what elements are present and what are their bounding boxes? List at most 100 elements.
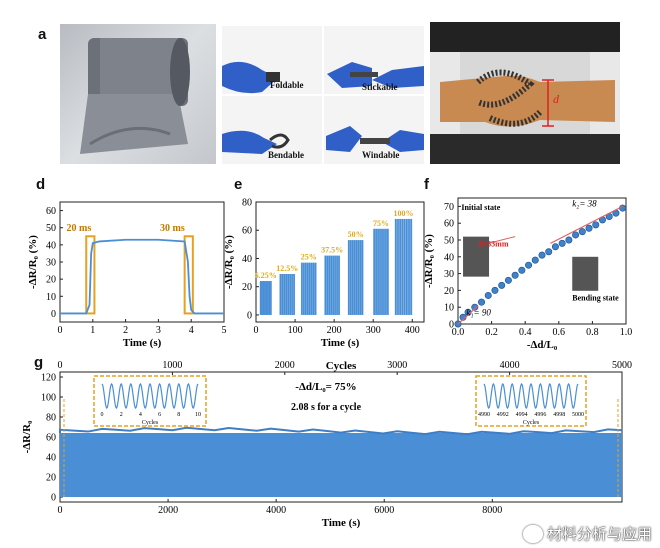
x2-tick-label: 1000 [162,360,182,371]
photo-b-grid: Foldable Stickable Bendable Windable [222,26,424,164]
inset-tick-label: 10 [195,412,201,418]
segment-band [300,262,317,315]
x-axis-label: Time (s) [322,517,361,529]
data-point [531,256,539,264]
x2-tick-label: 4000 [500,360,520,371]
data-point [538,251,546,259]
y-tick-label: 10 [444,303,454,314]
inset-tick-label: 4990 [478,412,490,418]
data-point [484,291,492,299]
inset-first-cycles: 0 2 4 6 8 10 Cycles [93,375,207,427]
y-tick-label: 30 [46,258,56,269]
x2-tick-label: 0 [58,360,63,371]
panel-label-d: d [36,176,46,193]
y-axis-label: -ΔR/R₀ (%) [423,234,435,288]
x-tick-label: 2 [123,325,128,336]
panel-label-e: e [234,176,243,193]
plot-frame [59,201,225,323]
segment-label: 37.5% [321,246,343,255]
fit-line-k2 [550,205,623,244]
y-tick-label: 10 [46,292,56,303]
data-point [545,248,553,256]
annotation-period: 2.08 s for a cycle [291,402,362,413]
x-axis-label: Time (s) [321,337,360,349]
data-point [592,221,600,229]
x-tick-label: 6000 [374,505,394,516]
annotation-d: d=33mm [478,240,509,249]
segment-4 [347,240,364,315]
d-pointer [488,236,516,244]
y-tick-label: 60 [46,206,56,217]
segment-label: 6.25% [255,271,277,280]
fall-time-box [183,235,194,315]
x-tick-label: 0 [58,505,63,516]
segment-label: 50% [348,230,364,239]
annotation-initial-state: Initial state [461,203,500,212]
y-tick-label: 30 [444,269,454,280]
x-tick-label: 0.2 [485,327,498,338]
x2-axis-label: Cycles [326,360,357,372]
annotation-bending-state: Bending state [572,293,619,302]
segment-3 [324,255,340,315]
inset-tick-label: 4998 [553,412,565,418]
y-tick-label: 50 [46,223,56,234]
bending-state-photo [572,256,599,291]
inset-wave [101,382,199,410]
band-top-edge [59,426,623,436]
y-axis-label: -ΔR/R₀ (%) [27,235,39,289]
annotation-rise: 20 ms [67,223,92,234]
y-tick-label: 70 [444,202,454,213]
segment-band [279,274,296,315]
inset-tick-label: 4994 [516,412,528,418]
chart-f: 0.0 0.2 0.4 0.6 0.8 1.0 0 10 20 30 40 50 60 70 -Δd/L₀ -… [423,197,633,351]
segment-2 [300,262,317,315]
x-tick-label: 1 [90,325,95,336]
segment-label: 25% [301,253,317,262]
segment-label: 75% [373,219,389,228]
inset-tick-label: 0 [101,412,104,418]
data-point [518,266,526,274]
inset-tick-label: 6 [158,412,161,418]
y-tick-label: 40 [46,240,56,251]
y-tick-label: 60 [242,226,252,237]
inset-tick-label: 5000 [572,412,584,418]
watermark: 材料分析与应用 [522,523,652,544]
y-tick-label: 40 [444,252,454,263]
label-windable: Windable [362,150,400,160]
plot-frame [457,197,627,325]
y-tick-label: 60 [444,219,454,230]
wechat-icon [522,524,543,543]
response-curve [60,238,224,315]
segment-band [324,255,340,315]
x-tick-label: 0.4 [519,327,532,338]
x-tick-label: 0.0 [452,327,465,338]
label-foldable: Foldable [270,80,304,90]
data-point [478,298,486,306]
x-axis-label: -Δd/L₀ [527,339,558,351]
data-point [572,231,580,239]
data-point [459,313,467,321]
y-tick-label: 0 [449,320,454,331]
x2-tick-label: 5000 [612,360,632,371]
y-tick-label: 20 [46,473,56,484]
inset-tick-label: 4996 [534,412,546,418]
y-tick-label: 0 [247,310,252,321]
x-tick-label: 1.0 [620,327,633,338]
x-tick-label: 4 [189,325,194,336]
photo-c-d-label: d [553,92,559,106]
y-tick-label: 80 [46,413,56,424]
x2-tick-label: 2000 [275,360,295,371]
x-tick-label: 3 [156,325,161,336]
y-tick-label: 20 [242,282,252,293]
inset-tick-label: 2 [120,412,123,418]
label-stickable: Stickable [362,82,398,92]
data-point [585,224,593,232]
data-point [498,281,506,289]
watermark-text: 材料分析与应用 [546,525,652,543]
annotation-fall: 30 ms [160,223,185,234]
y-tick-label: 40 [46,453,56,464]
annotation-k1: k₁= 90 [466,308,491,318]
x-tick-label: 0.8 [586,327,599,338]
panel-label-f: f [424,176,429,193]
